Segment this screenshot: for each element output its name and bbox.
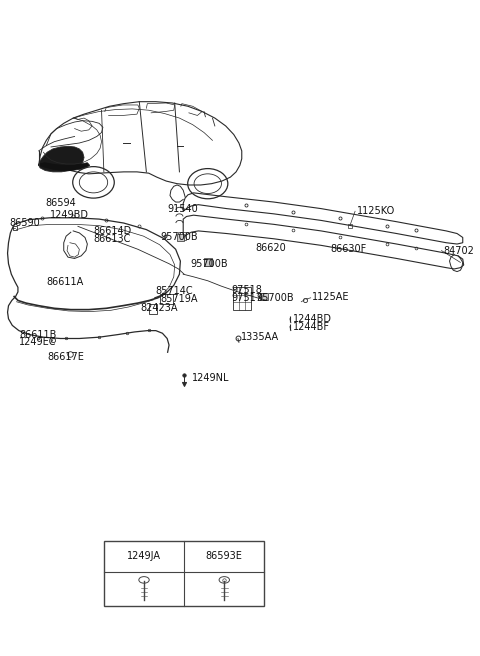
Text: 91540: 91540: [168, 203, 198, 214]
Text: 85719A: 85719A: [160, 294, 198, 304]
Polygon shape: [39, 163, 90, 171]
Text: 86614D: 86614D: [94, 226, 132, 236]
Text: 1249BD: 1249BD: [49, 210, 89, 220]
Text: 84702: 84702: [443, 245, 474, 256]
Text: 1249EC: 1249EC: [19, 337, 56, 348]
Text: 1249JA: 1249JA: [127, 551, 161, 562]
Bar: [159, 294, 173, 304]
Text: 86620: 86620: [255, 243, 286, 253]
Text: 82423A: 82423A: [141, 303, 178, 314]
Text: 86630F: 86630F: [331, 244, 367, 255]
Text: 1125KO: 1125KO: [357, 206, 395, 216]
Polygon shape: [39, 146, 84, 172]
Text: 86593E: 86593E: [206, 551, 243, 562]
Text: 1244BD: 1244BD: [293, 314, 332, 324]
Text: 86617E: 86617E: [47, 352, 84, 362]
Text: 86613C: 86613C: [94, 234, 131, 244]
Text: 95700B: 95700B: [191, 258, 228, 269]
Bar: [261, 293, 268, 300]
Text: 1249NL: 1249NL: [192, 373, 229, 383]
Bar: [104, 541, 264, 606]
Text: 1335AA: 1335AA: [241, 332, 279, 342]
Bar: [204, 258, 212, 266]
Text: 86611A: 86611A: [46, 277, 84, 287]
Text: 1244BF: 1244BF: [293, 321, 330, 332]
Bar: [178, 232, 186, 240]
Bar: [204, 259, 211, 266]
Bar: [149, 304, 157, 314]
Text: 97518: 97518: [231, 285, 262, 295]
Bar: [260, 293, 267, 300]
Text: 95700B: 95700B: [160, 232, 198, 243]
Text: 85714C: 85714C: [156, 286, 193, 297]
Text: 86594: 86594: [46, 198, 76, 209]
Bar: [233, 287, 251, 310]
Text: 86611B: 86611B: [19, 329, 56, 340]
Text: 95700B: 95700B: [256, 293, 294, 303]
Bar: [177, 234, 184, 241]
Text: 1125AE: 1125AE: [312, 291, 349, 302]
Text: 97517: 97517: [231, 293, 263, 303]
Text: 86590: 86590: [10, 218, 40, 228]
